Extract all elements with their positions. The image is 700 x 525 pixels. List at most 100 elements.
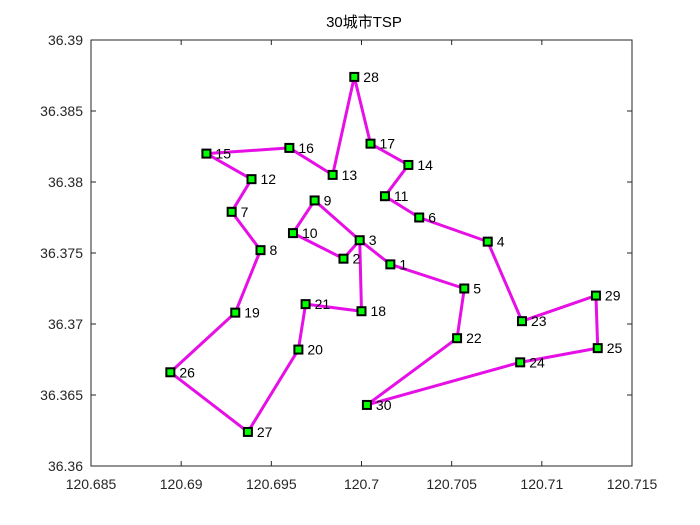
route-segment bbox=[168, 370, 250, 434]
route-segment bbox=[204, 152, 253, 181]
city-marker bbox=[361, 399, 372, 410]
route-segment bbox=[383, 163, 410, 198]
route-segment bbox=[287, 146, 335, 177]
city-label: 22 bbox=[466, 330, 482, 346]
route-segment bbox=[486, 240, 524, 323]
y-tick-label: 36.375 bbox=[40, 245, 83, 261]
city-label: 24 bbox=[529, 354, 545, 370]
x-tick-label: 120.7 bbox=[344, 476, 379, 492]
route-segment bbox=[246, 348, 300, 434]
route-layer bbox=[168, 75, 600, 434]
route-segment bbox=[369, 142, 410, 167]
y-tick-label: 36.385 bbox=[40, 103, 83, 119]
route-segment bbox=[518, 346, 600, 364]
city-label: 28 bbox=[363, 69, 379, 85]
route-segment bbox=[594, 294, 600, 350]
city-label: 25 bbox=[607, 340, 623, 356]
city-marker bbox=[515, 357, 526, 368]
city-label: 4 bbox=[497, 234, 505, 250]
y-tick-label: 36.39 bbox=[48, 32, 83, 48]
route-segment bbox=[388, 262, 466, 290]
route-segment bbox=[331, 75, 356, 177]
city-marker bbox=[516, 316, 527, 327]
city-marker bbox=[592, 343, 603, 354]
chart-title: 30城市TSP bbox=[326, 14, 402, 31]
city-label: 5 bbox=[473, 281, 481, 297]
city-marker bbox=[284, 142, 295, 153]
axis-ticks: 120.685 120.69 120.695 120.7 120.705 120.71 12… bbox=[40, 32, 657, 492]
city-marker bbox=[230, 307, 241, 318]
city-marker bbox=[246, 174, 257, 185]
city-marker bbox=[165, 367, 176, 378]
city-label: 6 bbox=[428, 210, 436, 226]
city-marker bbox=[287, 228, 298, 239]
city-marker bbox=[452, 333, 463, 344]
city-marker bbox=[327, 169, 338, 180]
route-segment bbox=[313, 198, 362, 242]
city-label: 27 bbox=[257, 424, 273, 440]
city-marker bbox=[414, 212, 425, 223]
city-label: 20 bbox=[307, 342, 323, 358]
y-tick-label: 36.38 bbox=[48, 174, 83, 190]
city-label: 12 bbox=[260, 171, 276, 187]
city-marker bbox=[403, 159, 414, 170]
x-tick-label: 120.69 bbox=[160, 476, 203, 492]
city-marker bbox=[300, 299, 311, 310]
route-segment bbox=[204, 146, 291, 156]
city-label: 1 bbox=[399, 256, 407, 272]
route-segment bbox=[291, 198, 317, 235]
city-label: 13 bbox=[342, 167, 358, 183]
city-markers bbox=[165, 71, 603, 437]
route-segment bbox=[352, 75, 373, 146]
route-segment bbox=[358, 238, 392, 266]
y-tick-label: 36.36 bbox=[48, 458, 83, 474]
city-marker bbox=[365, 138, 376, 149]
route-segment bbox=[230, 177, 253, 214]
city-label: 7 bbox=[241, 204, 249, 220]
city-marker bbox=[482, 236, 493, 247]
city-marker bbox=[354, 235, 365, 246]
city-marker bbox=[459, 283, 470, 294]
city-label: 19 bbox=[244, 305, 260, 321]
city-marker bbox=[338, 253, 349, 264]
city-label: 26 bbox=[179, 364, 195, 380]
route-segment bbox=[365, 336, 459, 407]
route-segment bbox=[358, 238, 363, 313]
city-label: 2 bbox=[352, 251, 360, 267]
route-segment bbox=[304, 302, 363, 313]
route-segment bbox=[365, 360, 522, 407]
city-marker bbox=[201, 148, 212, 159]
city-label: 17 bbox=[380, 136, 396, 152]
x-tick-label: 120.705 bbox=[426, 476, 477, 492]
city-label: 10 bbox=[302, 225, 318, 241]
city-label: 9 bbox=[324, 192, 332, 208]
route-segment bbox=[417, 216, 490, 244]
city-label: 11 bbox=[394, 188, 409, 204]
x-tick-label: 120.695 bbox=[246, 476, 297, 492]
x-tick-label: 120.685 bbox=[66, 476, 117, 492]
y-tick-label: 36.365 bbox=[40, 387, 83, 403]
city-label: 15 bbox=[215, 146, 231, 162]
y-tick-label: 36.37 bbox=[48, 316, 83, 332]
city-label: 18 bbox=[371, 303, 387, 319]
route-segment bbox=[233, 248, 263, 315]
city-marker bbox=[356, 306, 367, 317]
route-segment bbox=[230, 210, 263, 252]
city-marker bbox=[255, 245, 266, 256]
route-segment bbox=[520, 294, 598, 323]
city-label: 29 bbox=[605, 288, 621, 304]
x-tick-label: 120.71 bbox=[520, 476, 563, 492]
city-label: 23 bbox=[531, 313, 547, 329]
city-label: 8 bbox=[270, 242, 278, 258]
route-segment bbox=[455, 287, 466, 340]
city-marker bbox=[226, 206, 237, 217]
city-label: 16 bbox=[298, 140, 314, 156]
city-label: 21 bbox=[315, 296, 331, 312]
city-marker bbox=[293, 344, 304, 355]
route-segment bbox=[383, 194, 421, 219]
route-segment bbox=[168, 311, 237, 374]
city-marker bbox=[379, 191, 390, 202]
city-marker bbox=[385, 259, 396, 270]
